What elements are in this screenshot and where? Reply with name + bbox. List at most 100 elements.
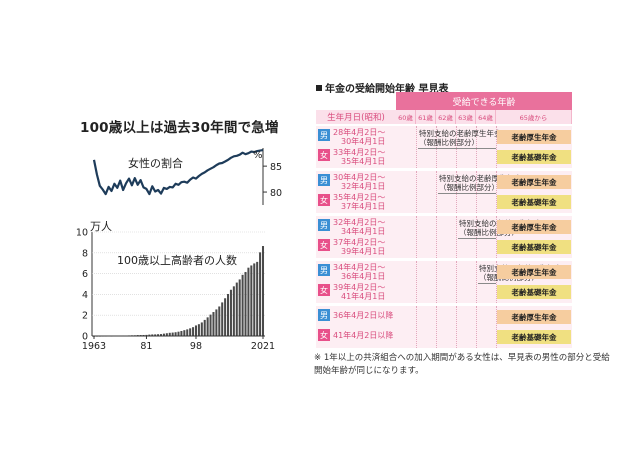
count-bar <box>227 293 230 336</box>
ratio-tick-label: 80 <box>270 188 282 199</box>
count-bar <box>145 334 148 336</box>
count-x-tick-label: 81 <box>140 341 152 352</box>
count-bar <box>235 282 238 336</box>
count-bar <box>221 302 224 336</box>
age-column-header: 62歳 <box>436 110 456 124</box>
female-birth-range-start: 35年4月2日～ <box>333 193 386 202</box>
male-symbol: 男 <box>318 219 330 231</box>
count-bar <box>151 334 154 336</box>
count-bar <box>171 332 174 336</box>
special-pension-label: 特別支給の老齢厚生年金 <box>439 174 522 183</box>
count-bar <box>162 333 165 336</box>
count-tick-label: 10 <box>76 228 88 239</box>
female-ratio-line <box>92 149 264 196</box>
count-bar <box>261 246 265 336</box>
count-bar <box>259 252 262 336</box>
title-square-icon <box>316 85 322 91</box>
female-birth-range-end: 39年4月1日 <box>341 247 386 256</box>
female-birth-range-end: 41年4月1日 <box>341 292 386 301</box>
count-bar <box>157 334 160 336</box>
count-bar <box>160 334 163 336</box>
count-bar <box>183 330 186 336</box>
column-divider <box>436 216 437 258</box>
female-symbol: 女 <box>318 194 330 206</box>
age-column-header: 63歳 <box>456 110 476 124</box>
count-tick-label: 0 <box>82 332 88 343</box>
table-footnote: ※ 1年以上の共済組合への加入期間がある女性は、早見表の男性の部分と受給開始年齢… <box>314 353 610 376</box>
column-divider <box>416 126 417 168</box>
header-band-receivable-age: 受給できる年齢 <box>396 92 572 110</box>
old-age-employee-pension-bar: 老齢厚生年金 <box>497 130 571 144</box>
male-birth-range-start: 30年4月2日～ <box>333 173 386 182</box>
count-bar <box>197 324 200 336</box>
male-symbol: 男 <box>318 309 330 321</box>
male-birth-range: 36年4月2日以降 <box>333 311 394 320</box>
column-divider <box>476 306 477 348</box>
count-unit-label: 万人 <box>90 220 112 233</box>
birth-date-header: 生年月日(昭和) <box>316 110 396 124</box>
age-column-header: 60歳 <box>396 110 416 124</box>
age-column-header: 64歳 <box>476 110 496 124</box>
count-bar <box>224 298 227 336</box>
column-divider <box>436 126 437 168</box>
count-bar <box>165 333 168 336</box>
old-age-basic-pension-bar: 老齢基礎年金 <box>497 195 571 209</box>
column-divider <box>476 171 477 213</box>
centenarian-count-plot: 0 2 4 6 8 10 1963 81 98 2021 <box>76 228 275 353</box>
column-divider <box>496 171 497 213</box>
male-symbol: 男 <box>318 264 330 276</box>
column-divider <box>436 306 437 348</box>
special-pension-span-line <box>458 238 496 239</box>
column-divider <box>456 216 457 258</box>
female-ratio-plot: 85 80 <box>92 148 282 205</box>
column-divider <box>476 126 477 168</box>
count-bar <box>168 332 171 336</box>
column-divider <box>456 126 457 168</box>
female-birth-range-start: 33年4月2日～ <box>333 148 386 157</box>
count-bar <box>218 306 221 336</box>
column-divider <box>416 171 417 213</box>
count-bar <box>148 334 151 336</box>
age-column-header: 65歳から <box>496 110 572 124</box>
female-symbol: 女 <box>318 149 330 161</box>
count-bar <box>241 274 244 336</box>
centenarian-count-series-label: 100歳以上高齢者の人数 <box>117 254 237 267</box>
old-age-basic-pension-bar: 老齢基礎年金 <box>497 330 571 344</box>
count-bar <box>232 286 235 336</box>
column-divider <box>496 261 497 303</box>
pension-table-title-text: 年金の受給開始年齢 早見表 <box>325 84 449 95</box>
column-divider <box>416 261 417 303</box>
male-birth-range-end: 34年4月1日 <box>341 227 386 236</box>
count-bar <box>180 331 183 336</box>
count-bar <box>247 267 250 336</box>
column-divider <box>416 216 417 258</box>
count-bar <box>229 289 232 336</box>
column-divider <box>416 306 417 348</box>
count-bar <box>186 329 189 336</box>
male-birth-range-start: 32年4月2日～ <box>333 218 386 227</box>
count-tick-label: 4 <box>82 290 88 301</box>
old-age-basic-pension-bar: 老齢基礎年金 <box>497 285 571 299</box>
old-age-employee-pension-bar: 老齢厚生年金 <box>497 175 571 189</box>
special-pension-label: 特別支給の老齢厚生年金 <box>419 129 502 138</box>
female-birth-range: 41年4月2日以降 <box>333 331 394 340</box>
count-bar <box>142 334 145 336</box>
female-birth-range-end: 37年4月1日 <box>341 202 386 211</box>
pension-age-table: 受給できる年齢 生年月日(昭和) 60歳 61歳 62歳 63歳 64歳 65歳から男女 28年… <box>316 92 572 348</box>
special-pension-span-line <box>418 148 496 149</box>
female-symbol: 女 <box>318 329 330 341</box>
count-tick-label: 2 <box>82 311 88 322</box>
column-divider <box>456 171 457 213</box>
count-x-tick-label: 1963 <box>82 341 106 352</box>
ratio-unit-label: % <box>253 150 263 161</box>
old-age-employee-pension-bar: 老齢厚生年金 <box>497 310 571 324</box>
chart-canvas: 85 80 0 2 4 6 8 10 1963 81 98 2021 <box>76 148 282 353</box>
old-age-basic-pension-bar: 老齢基礎年金 <box>497 150 571 164</box>
column-divider <box>476 216 477 258</box>
column-divider <box>436 261 437 303</box>
count-bar <box>206 317 209 336</box>
column-divider <box>496 126 497 168</box>
count-bar <box>215 309 218 336</box>
count-x-tick-label: 2021 <box>251 341 275 352</box>
male-symbol: 男 <box>318 129 330 141</box>
